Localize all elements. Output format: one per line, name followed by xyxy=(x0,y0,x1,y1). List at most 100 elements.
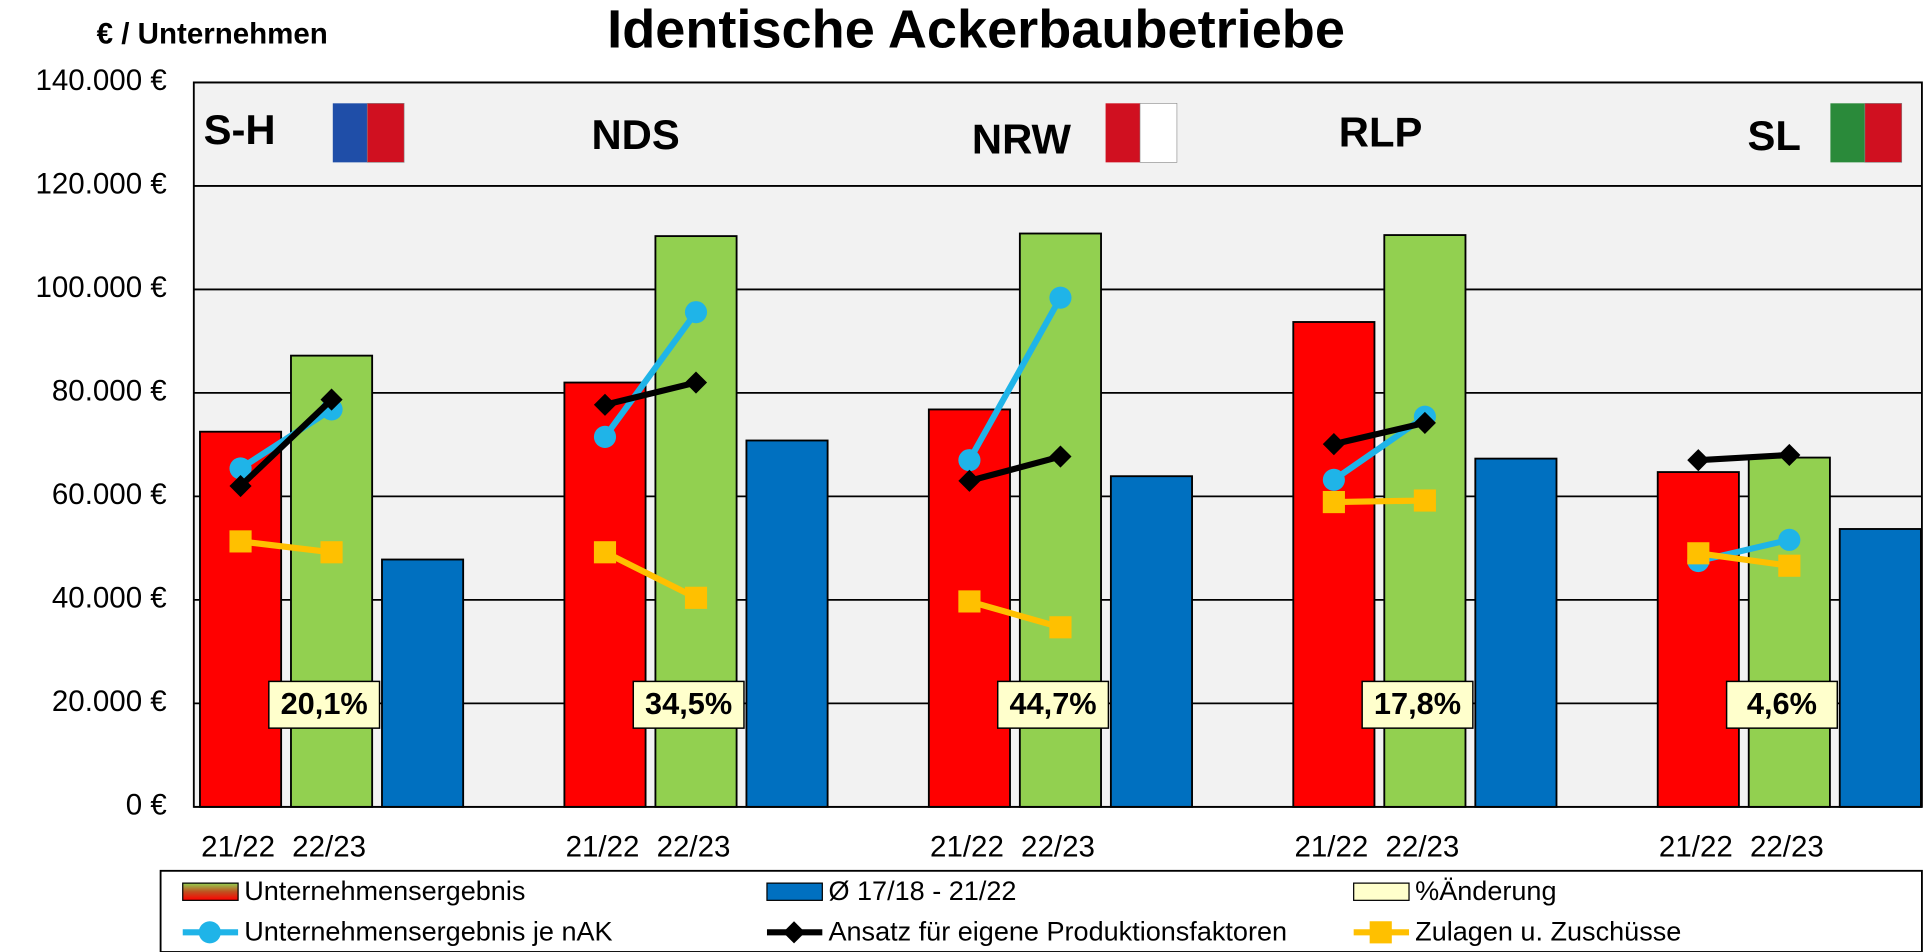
y-tick-label: 80.000 € xyxy=(52,375,167,408)
marker xyxy=(229,530,252,553)
marker xyxy=(1322,433,1345,456)
y-tick-label: 60.000 € xyxy=(52,478,167,511)
y-tick-label: 100.000 € xyxy=(35,271,166,304)
line xyxy=(966,296,1064,462)
marker xyxy=(320,388,343,411)
marker xyxy=(1778,443,1801,467)
group-label: S-H xyxy=(204,106,276,153)
x-tick-label: 21/22 xyxy=(1294,830,1368,863)
group-label: NDS xyxy=(591,111,679,158)
line xyxy=(240,538,332,556)
x-tick-label: 22/23 xyxy=(292,830,366,863)
line xyxy=(968,453,1062,484)
change-label-box xyxy=(1361,680,1474,729)
line xyxy=(1697,550,1790,569)
flags xyxy=(332,103,1903,163)
bar xyxy=(1109,475,1193,808)
marker xyxy=(684,301,708,324)
line xyxy=(1333,497,1425,506)
bar xyxy=(1747,456,1831,808)
change-label-box xyxy=(996,680,1110,729)
flag xyxy=(332,103,368,163)
line xyxy=(604,379,697,408)
bar xyxy=(290,354,374,808)
marker xyxy=(593,541,617,564)
change-label-box xyxy=(632,680,745,729)
legend xyxy=(159,869,1923,952)
change-label: 17,8% xyxy=(1374,686,1461,721)
change-label: 34,5% xyxy=(645,686,732,721)
x-tick-label: 22/23 xyxy=(1386,830,1460,863)
change-label-box xyxy=(268,680,381,729)
flag xyxy=(1139,103,1178,163)
flag xyxy=(1830,103,1865,163)
marker xyxy=(229,457,252,480)
legend-label: %Änderung xyxy=(1415,876,1556,906)
marker xyxy=(593,425,617,448)
line xyxy=(602,310,699,439)
flag xyxy=(1105,103,1141,163)
y-axis-label: € / Unternehmen xyxy=(97,17,328,50)
bar xyxy=(1474,457,1558,808)
line xyxy=(1698,451,1790,464)
marker xyxy=(1049,445,1072,468)
marker xyxy=(1049,286,1072,309)
change-label: 20,1% xyxy=(281,686,368,721)
flag xyxy=(1864,103,1903,163)
legend-swatch xyxy=(766,882,823,901)
x-tick-label: 21/22 xyxy=(1659,830,1733,863)
legend-label: Unternehmensergebnis je nAK xyxy=(244,917,612,947)
marker xyxy=(684,586,708,609)
legend-label: Ø 17/18 - 21/22 xyxy=(828,876,1016,906)
change-label: 44,7% xyxy=(1009,686,1096,721)
marker xyxy=(1413,489,1436,512)
marker xyxy=(1413,411,1436,434)
line xyxy=(603,549,698,601)
change-label-box xyxy=(1725,680,1839,729)
bar xyxy=(745,439,829,808)
marker xyxy=(320,541,343,564)
marker xyxy=(1687,542,1710,565)
marker xyxy=(1778,528,1801,551)
bar xyxy=(563,381,647,808)
legend-swatch xyxy=(1353,882,1410,901)
bar xyxy=(1292,321,1376,808)
group-label: RLP xyxy=(1339,108,1423,155)
x-tick-label: 21/22 xyxy=(201,830,275,863)
x-tick-label: 22/23 xyxy=(657,830,731,863)
x-tick-label: 22/23 xyxy=(1750,830,1824,863)
bar xyxy=(1838,528,1922,808)
marker xyxy=(1322,491,1345,514)
legend-swatch xyxy=(182,882,239,901)
line xyxy=(1333,419,1426,448)
legend-marker xyxy=(1369,921,1392,944)
line xyxy=(968,598,1062,631)
y-tick-label: 120.000 € xyxy=(35,168,166,201)
legend-label: Zulagen u. Zuschüsse xyxy=(1415,917,1681,947)
group-label: NRW xyxy=(972,116,1072,163)
group-label: SL xyxy=(1748,112,1801,159)
marker xyxy=(229,474,252,498)
flag xyxy=(366,103,405,163)
y-tick-label: 40.000 € xyxy=(52,582,167,615)
chart-title: Identische Ackerbaubetriebe xyxy=(607,0,1345,60)
marker xyxy=(958,449,981,472)
bar xyxy=(1656,471,1740,808)
x-tick-label: 21/22 xyxy=(930,830,1004,863)
marker xyxy=(1778,554,1801,577)
marker xyxy=(1049,616,1072,639)
bar xyxy=(381,558,465,808)
x-tick-label: 21/22 xyxy=(566,830,640,863)
y-tick-label: 140.000 € xyxy=(35,64,166,97)
y-tick-label: 20.000 € xyxy=(52,685,167,718)
x-tick-label: 22/23 xyxy=(1021,830,1095,863)
y-tick-label: 0 € xyxy=(126,789,167,822)
marker xyxy=(1322,468,1345,491)
line xyxy=(238,397,334,489)
change-label: 4,6% xyxy=(1747,686,1817,721)
marker xyxy=(958,590,981,613)
legend-label: Ansatz für eigene Produktionsfaktoren xyxy=(828,917,1287,947)
legend-marker xyxy=(198,921,221,944)
marker xyxy=(593,393,617,416)
